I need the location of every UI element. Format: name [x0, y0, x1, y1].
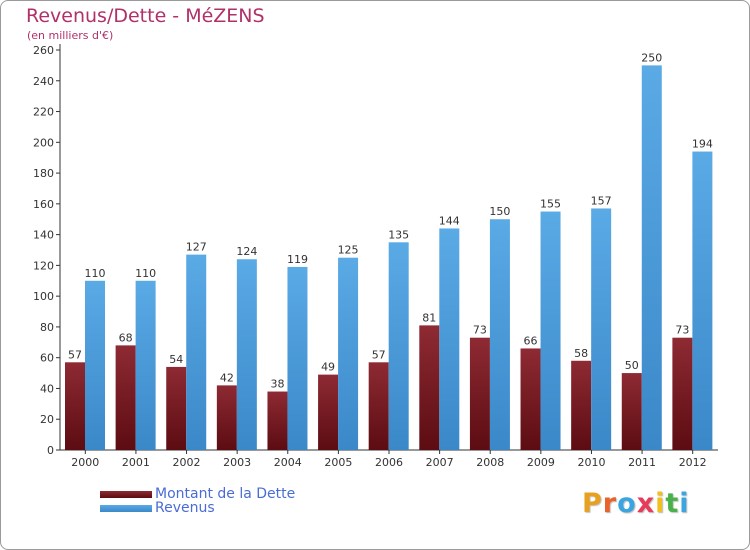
logo-letter: r: [602, 488, 618, 519]
bar-dette: [672, 337, 693, 450]
y-tick-label: 260: [33, 44, 54, 57]
x-tick-label: 2005: [324, 456, 352, 469]
value-label-revenus: 194: [692, 138, 713, 151]
x-tick-label: 2002: [173, 456, 201, 469]
bar-dette: [267, 391, 288, 450]
y-tick-label: 220: [33, 106, 54, 119]
x-tick-label: 2006: [375, 456, 403, 469]
value-label-dette: 81: [422, 311, 436, 324]
x-tick-label: 2003: [223, 456, 251, 469]
chart-subtitle: (en milliers d'€): [27, 29, 114, 42]
value-label-revenus: 157: [591, 194, 612, 207]
bar-dette: [65, 362, 85, 450]
bar-revenus: [186, 254, 207, 450]
bar-dette: [419, 325, 440, 450]
y-tick-label: 80: [40, 321, 54, 334]
bar-revenus: [591, 208, 612, 450]
x-tick-label: 2012: [679, 456, 707, 469]
chart-title: Revenus/Dette - MéZENS: [26, 5, 265, 27]
y-tick-label: 180: [33, 167, 54, 180]
bar-revenus: [641, 65, 662, 450]
x-tick-label: 2001: [122, 456, 150, 469]
y-tick-label: 0: [47, 444, 54, 457]
legend-label-revenus: Revenus: [155, 500, 215, 516]
logo-letter: t: [665, 488, 680, 519]
revenus-swatch-icon: [100, 504, 152, 512]
value-label-revenus: 250: [641, 51, 662, 64]
value-label-dette: 58: [574, 347, 588, 360]
value-label-revenus: 127: [186, 241, 207, 254]
bar-dette: [571, 360, 592, 450]
x-tick-label: 2007: [426, 456, 454, 469]
value-label-dette: 57: [372, 348, 386, 361]
bar-dette: [216, 385, 237, 450]
y-tick-label: 160: [33, 198, 54, 211]
x-tick-label: 2000: [71, 456, 99, 469]
bar-dette: [318, 374, 339, 450]
value-label-dette: 38: [270, 378, 284, 391]
value-label-revenus: 124: [236, 245, 257, 258]
bar-revenus: [489, 219, 510, 450]
bar-revenus: [85, 280, 105, 450]
value-label-revenus: 144: [439, 214, 460, 227]
bar-dette: [520, 348, 541, 450]
y-tick-label: 240: [33, 75, 54, 88]
legend-item-dette: Montant de la Dette: [100, 487, 295, 501]
bar-dette: [115, 345, 136, 450]
bar-revenus: [692, 151, 713, 451]
bar-revenus: [540, 211, 561, 450]
bar-revenus: [338, 257, 359, 450]
x-tick-label: 2004: [274, 456, 302, 469]
bar-dette: [469, 337, 490, 450]
value-label-dette: 57: [68, 348, 82, 361]
value-label-dette: 68: [119, 331, 133, 344]
x-tick-label: 2011: [628, 456, 656, 469]
value-label-revenus: 125: [338, 244, 359, 257]
value-label-dette: 73: [675, 324, 689, 337]
bar-revenus: [388, 242, 409, 450]
bar-revenus: [236, 259, 257, 450]
bar-revenus: [287, 266, 308, 450]
x-tick-label: 2008: [476, 456, 504, 469]
bar-dette: [166, 366, 187, 450]
y-tick-label: 40: [40, 382, 54, 395]
proxiti-logo: Proxiti: [582, 488, 690, 519]
legend-label-dette: Montant de la Dette: [155, 486, 296, 502]
dette-swatch-icon: [100, 490, 152, 498]
logo-letter: P: [582, 488, 603, 519]
value-label-revenus: 119: [287, 253, 308, 266]
legend-item-revenus: Revenus: [100, 501, 215, 515]
value-label-dette: 66: [524, 334, 538, 347]
value-label-revenus: 135: [388, 228, 409, 241]
value-label-revenus: 150: [489, 205, 510, 218]
logo-letter: i: [655, 488, 666, 519]
bar-revenus: [439, 228, 460, 450]
y-tick-label: 60: [40, 352, 54, 365]
y-tick-label: 140: [33, 229, 54, 242]
logo-letter: x: [636, 488, 656, 519]
y-tick-label: 20: [40, 413, 54, 426]
x-tick-label: 2009: [527, 456, 555, 469]
value-label-dette: 49: [321, 361, 335, 374]
value-label-dette: 54: [169, 353, 183, 366]
value-label-revenus: 110: [85, 267, 106, 280]
x-tick-label: 2010: [577, 456, 605, 469]
y-tick-label: 120: [33, 259, 54, 272]
value-label-dette: 73: [473, 324, 487, 337]
value-label-dette: 42: [220, 371, 234, 384]
bar-dette: [368, 362, 389, 450]
bar-dette: [621, 373, 642, 450]
logo-letter: i: [679, 488, 690, 519]
value-label-revenus: 155: [540, 198, 561, 211]
y-tick-label: 100: [33, 290, 54, 303]
bar-revenus: [135, 280, 156, 450]
value-label-revenus: 110: [135, 267, 156, 280]
value-label-dette: 50: [625, 359, 639, 372]
logo-letter: o: [617, 488, 637, 519]
y-tick-label: 200: [33, 136, 54, 149]
